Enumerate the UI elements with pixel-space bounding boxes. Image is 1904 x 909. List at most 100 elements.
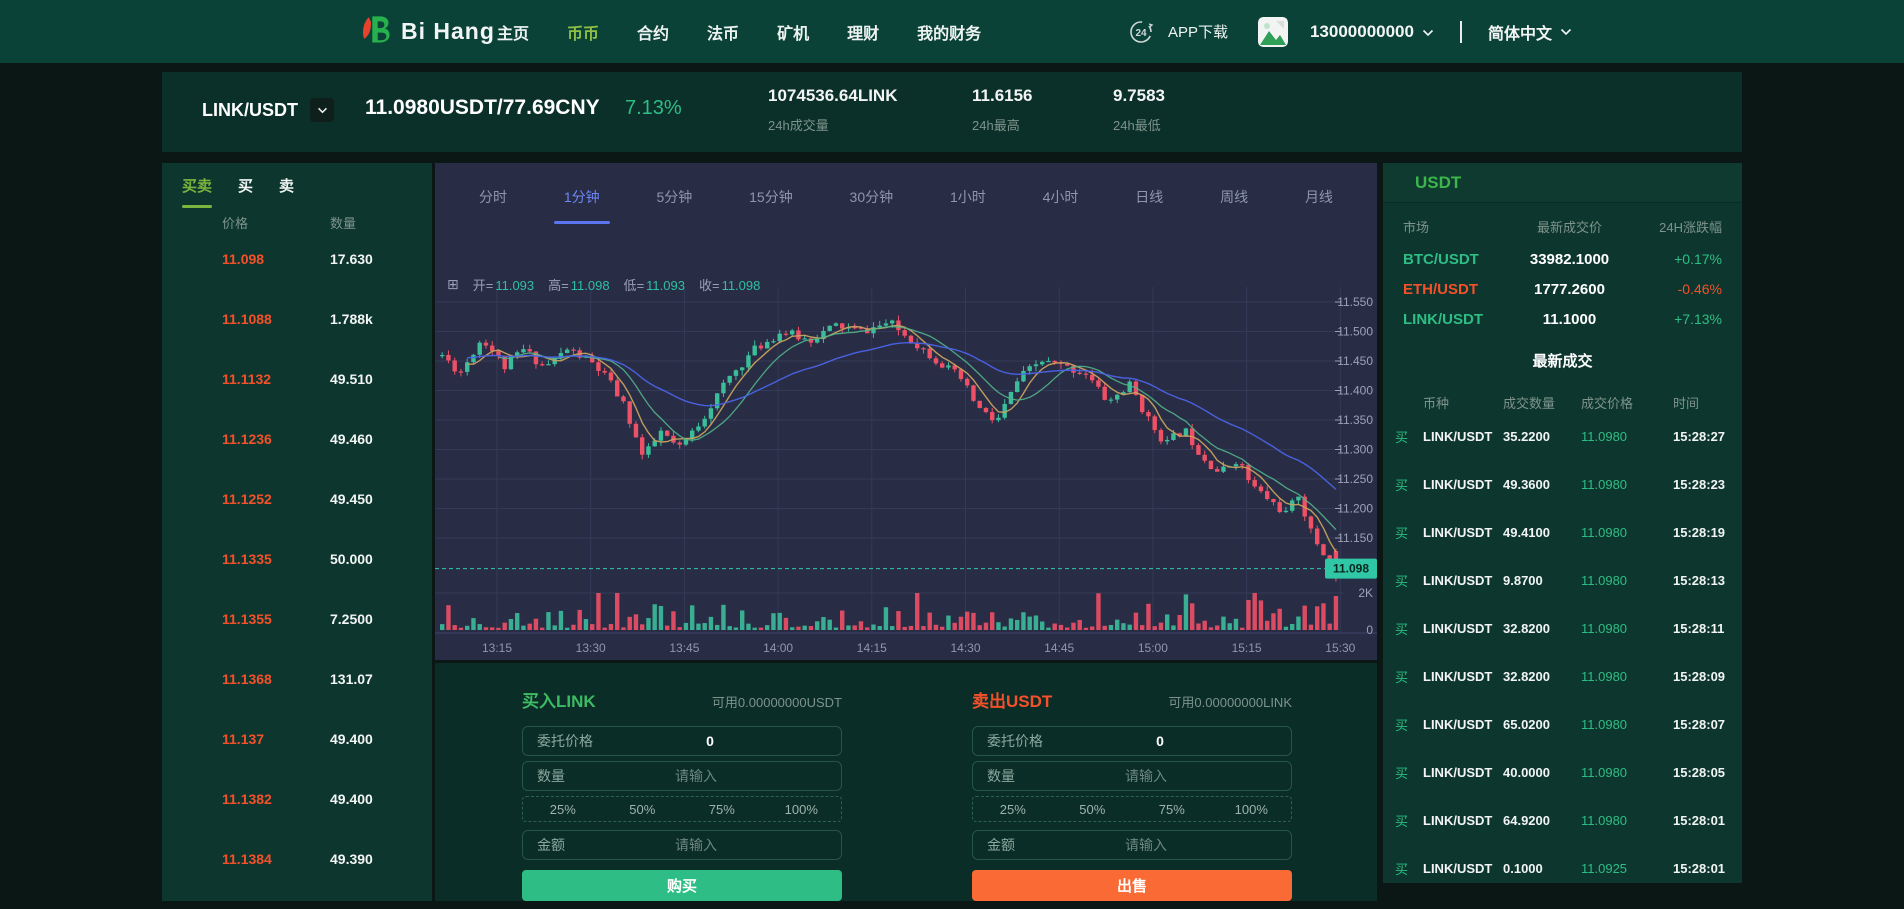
orderbook-tab-买[interactable]: 买: [238, 178, 254, 195]
market-price: 1777.2600: [1534, 280, 1605, 298]
market-row-ETH/USDT[interactable]: ETH/USDT 1777.2600 -0.46%: [1383, 274, 1742, 304]
buy-amount-field[interactable]: 数量: [522, 761, 842, 791]
orderbook-row[interactable]: 11.1382 49.400: [162, 769, 432, 829]
trade-qty: 35.2200: [1503, 428, 1550, 444]
pair-selector[interactable]: LINK/USDT: [202, 98, 334, 122]
buy-button[interactable]: 购买: [522, 870, 842, 901]
sell-price-input[interactable]: [1043, 732, 1277, 750]
timeframe-tab-5分钟[interactable]: 5分钟: [656, 189, 693, 205]
nav-item-币币[interactable]: 币币: [567, 25, 600, 43]
timeframe-tab-分时[interactable]: 分时: [479, 189, 507, 205]
buy-amount-input[interactable]: [565, 767, 827, 785]
pair-chevron-box[interactable]: [310, 98, 334, 122]
orderbook-row[interactable]: 11.1355 7.2500: [162, 589, 432, 649]
orderbook-row[interactable]: 11.1088 1.788k: [162, 289, 432, 349]
svg-text:11.550: 11.550: [1337, 295, 1373, 309]
sell-total-field[interactable]: 金额: [972, 830, 1292, 860]
active-tab-underline: [553, 221, 610, 224]
percent-option-100%[interactable]: 100%: [784, 801, 818, 817]
sell-amount-field[interactable]: 数量: [972, 761, 1292, 791]
buy-total-field[interactable]: 金额: [522, 830, 842, 860]
percent-option-25%[interactable]: 25%: [999, 801, 1026, 817]
candlestick-chart[interactable]: 11.098 11.550 11.500 11.450 11.400 11.350 11.3…: [435, 231, 1377, 660]
ohlc-legend: ⊞ 开= 11.093 高= 11.098 低= 11.093 收= 11.098: [447, 275, 760, 294]
orderbook-row[interactable]: 11.1335 50.000: [162, 529, 432, 589]
percent-option-75%[interactable]: 75%: [708, 801, 735, 817]
market-pair: ETH/USDT: [1403, 280, 1478, 298]
percent-option-75%[interactable]: 75%: [1158, 801, 1185, 817]
support-24h-icon[interactable]: 24: [1128, 19, 1154, 45]
percent-option-25%[interactable]: 25%: [549, 801, 576, 817]
grid-icon[interactable]: ⊞: [447, 276, 459, 292]
orderbook-row[interactable]: 11.1252 49.450: [162, 469, 432, 529]
sell-amount-input[interactable]: [1015, 767, 1277, 785]
svg-text:11.500: 11.500: [1337, 325, 1373, 339]
avatar[interactable]: [1257, 16, 1288, 47]
nav-item-法币[interactable]: 法币: [707, 25, 740, 43]
app-download-link[interactable]: APP下载: [1167, 24, 1228, 41]
sell-total-input[interactable]: [1015, 836, 1277, 854]
orderbook-row[interactable]: 11.098 17.630: [162, 229, 432, 289]
orderbook-qty: 17.630: [330, 251, 373, 267]
buy-price-input[interactable]: [593, 732, 827, 750]
trade-qty: 49.4100: [1503, 524, 1550, 540]
orderbook-row[interactable]: 11.1384 49.390: [162, 829, 432, 889]
logo[interactable]: Bi Hang: [357, 0, 495, 63]
buy-available-balance: 可用0.00000000USDT: [711, 695, 842, 710]
sell-price-field[interactable]: 委托价格: [972, 726, 1292, 756]
orderbook-columns: 价格 数量: [162, 213, 432, 232]
market-row-BTC/USDT[interactable]: BTC/USDT 33982.1000 +0.17%: [1383, 244, 1742, 274]
orderbook-rows: 11.098 17.630 11.1088 1.788k 11.1132 49.510 11…: [162, 229, 432, 889]
svg-text:11.150: 11.150: [1337, 531, 1373, 545]
buy-price-field[interactable]: 委托价格: [522, 726, 842, 756]
chart-panel: 分时 1分钟 5分钟 15分钟 30分钟 1小时 4小时 日线 周线 月线 ⊞ 开= 11.093 …: [435, 163, 1377, 660]
orderbook-row[interactable]: 11.1132 49.510: [162, 349, 432, 409]
orderbook-tab-买卖[interactable]: 买卖: [182, 175, 213, 208]
svg-text:11.400: 11.400: [1337, 384, 1373, 398]
nav-item-理财[interactable]: 理财: [847, 25, 880, 43]
trade-row: 买 LINK/USDT 0.1000 11.0925 15:28:01: [1383, 844, 1742, 892]
timeframe-tab-1小时[interactable]: 1小时: [949, 189, 986, 205]
orderbook-qty: 49.390: [330, 851, 373, 867]
market-pair: BTC/USDT: [1403, 250, 1479, 268]
language-dropdown[interactable]: 简体中文: [1488, 20, 1572, 44]
timeframe-tab-30分钟[interactable]: 30分钟: [849, 189, 894, 205]
timeframe-tab-15分钟[interactable]: 15分钟: [749, 189, 793, 205]
nav-item-矿机[interactable]: 矿机: [777, 25, 810, 43]
orderbook-qty: 7.2500: [330, 611, 373, 627]
market-row-LINK/USDT[interactable]: LINK/USDT 11.1000 +7.13%: [1383, 304, 1742, 334]
timeframe-tab-周线[interactable]: 周线: [1220, 189, 1249, 205]
svg-text:14:30: 14:30: [950, 641, 980, 655]
sell-form-title: 卖出USDT: [972, 692, 1053, 711]
trade-row: 买 LINK/USDT 64.9200 11.0980 15:28:01: [1383, 796, 1742, 844]
trade-pair: LINK/USDT: [1423, 668, 1493, 684]
timeframe-tab-1分钟[interactable]: 1分钟: [553, 187, 610, 224]
nav-item-合约[interactable]: 合约: [637, 25, 670, 43]
account-phone-dropdown[interactable]: 13000000000: [1310, 22, 1434, 42]
trade-qty: 32.8200: [1503, 620, 1550, 636]
buy-form: 买入LINK 可用0.00000000USDT 委托价格 数量 25% 50% 75…: [522, 663, 842, 901]
buy-total-input[interactable]: [565, 836, 827, 854]
timeframe-tab-4小时[interactable]: 4小时: [1042, 189, 1079, 205]
trade-pair: LINK/USDT: [1423, 764, 1493, 780]
sell-button[interactable]: 出售: [972, 870, 1292, 901]
orderbook-tabs: 买卖买卖: [182, 175, 294, 208]
ticker-stat-value: 11.6156: [972, 86, 1033, 105]
timeframe-tab-日线[interactable]: 日线: [1135, 189, 1164, 205]
orderbook-column-header: 价格: [222, 216, 249, 231]
top-nav: Bi Hang 主页 币币 合约 法币 矿机 理财 我的财务 24 APP下载 130000…: [0, 0, 1904, 63]
timeframe-tab-月线[interactable]: 月线: [1304, 189, 1333, 205]
orderbook-row[interactable]: 11.137 49.400: [162, 709, 432, 769]
trade-row: 买 LINK/USDT 35.2200 11.0980 15:28:27: [1383, 412, 1742, 460]
orderbook-tab-卖[interactable]: 卖: [279, 178, 295, 195]
trades-column-header: 成交价格: [1581, 396, 1634, 411]
nav-item-我的财务[interactable]: 我的财务: [917, 25, 982, 43]
percent-option-100%[interactable]: 100%: [1234, 801, 1268, 817]
orderbook-row[interactable]: 11.1368 131.07: [162, 649, 432, 709]
nav-item-主页[interactable]: 主页: [497, 25, 530, 43]
percent-option-50%[interactable]: 50%: [629, 801, 656, 817]
orderbook-qty: 49.460: [330, 431, 373, 447]
orderbook-row[interactable]: 11.1236 49.460: [162, 409, 432, 469]
trade-pair: LINK/USDT: [1423, 428, 1493, 444]
percent-option-50%[interactable]: 50%: [1079, 801, 1106, 817]
